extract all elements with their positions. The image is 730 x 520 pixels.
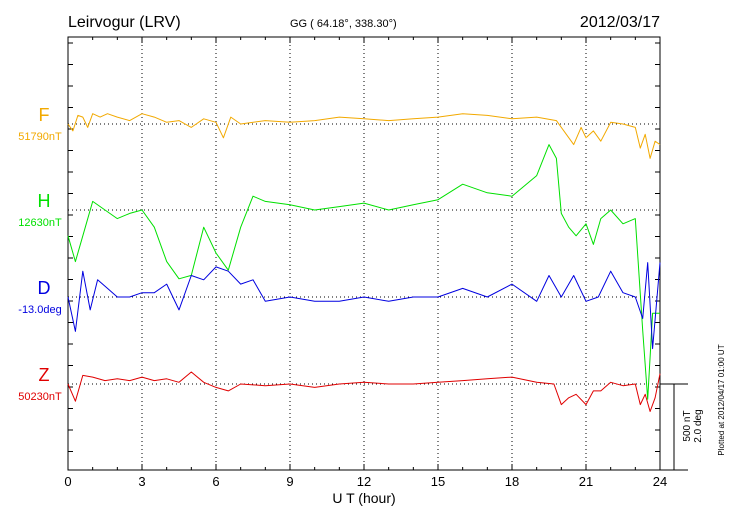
series-labels: F 51790nT H 12630nT D -13.0deg Z 50230nT [18, 105, 62, 403]
x-tick-label: 24 [653, 474, 667, 489]
x-tick-label: 9 [286, 474, 293, 489]
x-tick-label: 3 [138, 474, 145, 489]
series-lines [67, 113, 661, 412]
x-axis-label: U T (hour) [332, 490, 395, 506]
series-name-d: D [38, 278, 51, 298]
chart-title: Leirvogur (LRV) [68, 14, 181, 31]
series-line-h [67, 144, 660, 400]
series-name-f: F [39, 105, 50, 125]
x-tick-label: 6 [212, 474, 219, 489]
scale-bar: 500 nT 2.0 deg [660, 383, 704, 471]
series-baseline-z: 50230nT [18, 391, 62, 403]
plotted-timestamp: Plotted at 2012/04/17 01:00 UT [717, 344, 726, 455]
x-tick-label: 21 [579, 474, 593, 489]
series-baseline-d: -13.0deg [18, 304, 61, 316]
series-baseline-f: 51790nT [18, 131, 62, 143]
scale-nt-label: 500 nT [682, 410, 693, 441]
series-name-h: H [38, 191, 51, 211]
series-line-z [67, 371, 661, 412]
x-tick-label: 0 [64, 474, 71, 489]
grid-lines [68, 37, 660, 470]
series-line-d [67, 262, 661, 350]
station-coordinates: GG ( 64.18°, 338.30°) [290, 18, 397, 30]
series-name-z: Z [39, 365, 50, 385]
plot-frame: 0 3 6 9 12 15 18 21 24 [64, 36, 667, 489]
x-tick-label: 15 [431, 474, 445, 489]
x-tick-label: 12 [357, 474, 371, 489]
series-line-f [67, 113, 661, 159]
chart-date: 2012/03/17 [580, 14, 660, 31]
scale-deg-label: 2.0 deg [693, 409, 704, 442]
series-baseline-h: 12630nT [18, 217, 62, 229]
x-tick-label: 18 [505, 474, 519, 489]
